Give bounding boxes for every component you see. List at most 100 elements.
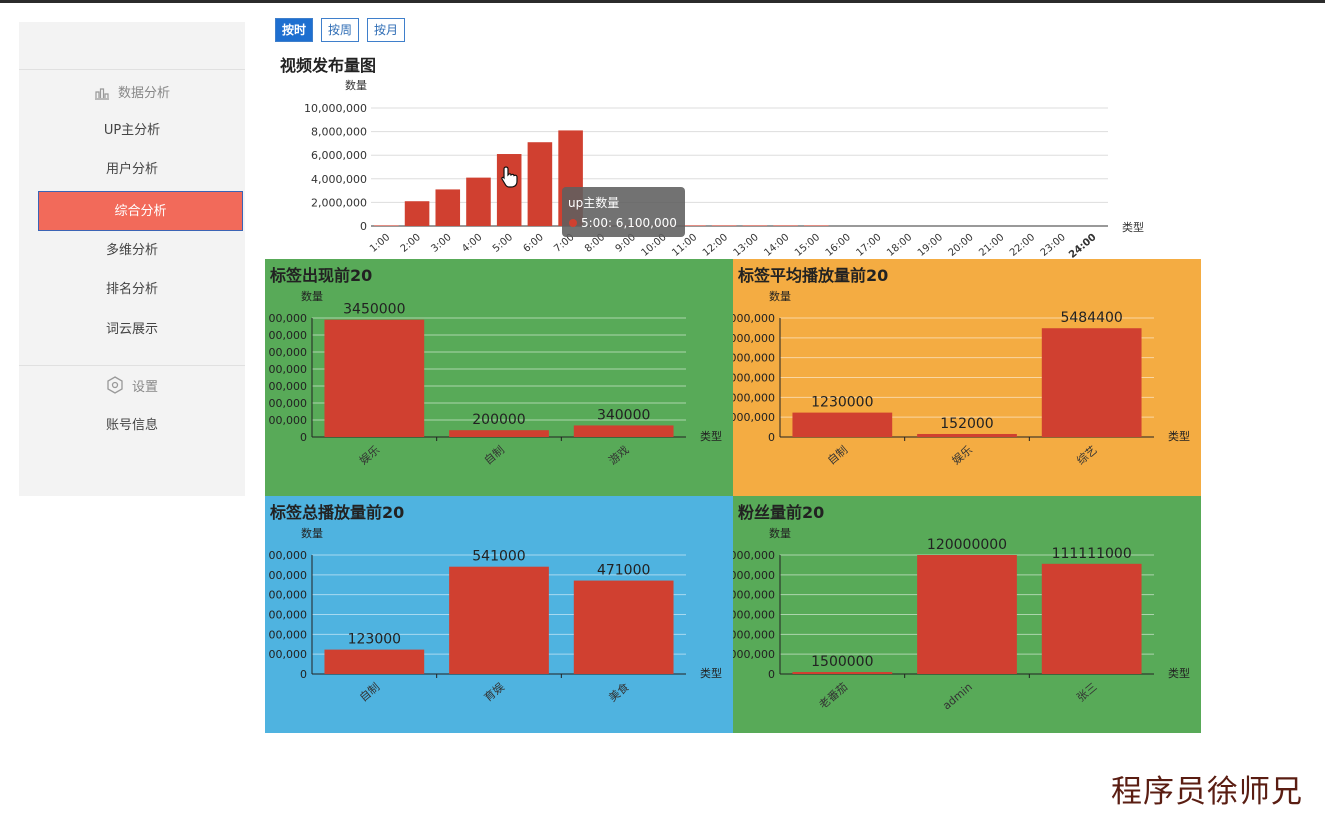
sidebar-item-wordcloud[interactable]: 词云展示 <box>105 322 158 337</box>
tooltip-title: up主数量 <box>568 195 619 210</box>
bar-自制 <box>449 430 549 437</box>
bar-value-label: 340000 <box>597 407 650 423</box>
y-tick-label: 00,000 <box>269 312 308 325</box>
x-axis-label: 类型 <box>700 429 722 443</box>
y-tick-label: 000,000 <box>733 312 775 325</box>
y-tick-label: 00,000 <box>269 397 308 410</box>
y-tick-label: 00,000 <box>269 589 308 602</box>
x-tick-label: 17:00 <box>854 232 883 259</box>
bar-value-label: 1230000 <box>811 395 873 411</box>
sidebar-item-multi-analysis[interactable]: 多维分析 <box>105 243 158 258</box>
y-tick-label: 4,000,000 <box>311 173 367 186</box>
x-axis-label: 类型 <box>1122 220 1144 234</box>
y-tick-label: 0 <box>768 668 775 681</box>
chart-icon <box>94 88 109 100</box>
bar-value-label: 3450000 <box>343 302 405 318</box>
y-tick-label: 10,000,000 <box>304 102 367 115</box>
y-axis-label: 数量 <box>301 527 323 540</box>
x-axis-label: 类型 <box>700 666 722 680</box>
x-tick-label: 23:00 <box>1039 232 1068 259</box>
bar-育娱 <box>449 566 549 674</box>
x-tick-label: 12:00 <box>701 232 730 259</box>
sidebar-item-overall-analysis[interactable]: 综合分析 <box>38 191 243 231</box>
bar-老番茄 <box>792 672 893 674</box>
y-tick-label: 00,000 <box>269 346 308 359</box>
x-tick-label: 娱乐 <box>356 443 382 468</box>
by-month-button[interactable]: 按月 <box>367 18 406 42</box>
bar-value-label: 120000000 <box>927 537 1007 553</box>
x-tick-label: 16:00 <box>824 232 853 259</box>
bar-value-label: 111111000 <box>1052 546 1132 562</box>
sidebar-group-label: 设置 <box>131 380 158 395</box>
bar-自制 <box>324 649 425 674</box>
bar-娱乐 <box>324 319 425 437</box>
main-chart-title: 视频发布量图 <box>280 56 377 75</box>
sidebar-item-account-info[interactable]: 账号信息 <box>105 418 158 433</box>
y-axis-label: 数量 <box>301 290 323 303</box>
bar-游戏 <box>573 425 674 437</box>
settings-icon <box>107 376 123 394</box>
panel-title: 粉丝量前20 <box>738 503 825 522</box>
bar-13:00 <box>742 225 768 226</box>
bar-value-label: 123000 <box>348 632 401 648</box>
bar-value-label: 541000 <box>472 549 525 565</box>
x-tick-label: 游戏 <box>606 443 631 467</box>
sidebar-item-up-analysis[interactable]: UP主分析 <box>103 123 161 138</box>
x-tick-label: 自制 <box>825 443 850 467</box>
y-tick-label: 0 <box>300 431 307 444</box>
y-tick-label: 0 <box>360 220 367 233</box>
x-tick-label: 19:00 <box>916 232 945 259</box>
y-tick-label: 00,000 <box>269 648 308 661</box>
y-tick-label: 000,000 <box>733 332 775 345</box>
x-tick-label: 3:00 <box>429 232 453 255</box>
tooltip-value: 5:00: 6,100,000 <box>581 216 677 230</box>
y-tick-label: 0 <box>300 668 307 681</box>
by-hour-button[interactable]: 按时 <box>275 18 314 42</box>
bar-4:00 <box>466 177 491 226</box>
x-tick-label: 13:00 <box>732 232 761 259</box>
sidebar-item-user-analysis[interactable]: 用户分析 <box>105 162 158 177</box>
tooltip-box <box>562 187 685 237</box>
panel-title: 标签平均播放量前20 <box>738 266 889 285</box>
y-tick-label: 000,000 <box>733 372 775 385</box>
x-tick-label: 15:00 <box>793 232 822 259</box>
sidebar-divider <box>19 365 245 366</box>
panel-bar-chart: 数量000,000000,000000,000000,000000,000000… <box>733 527 1190 712</box>
x-tick-label: 综艺 <box>1074 443 1100 468</box>
sidebar-group-settings[interactable]: 设置 <box>19 376 245 395</box>
panel-title: 标签出现前20 <box>270 266 373 285</box>
x-tick-label: 娱乐 <box>949 443 975 468</box>
x-tick-label: 自制 <box>357 680 382 704</box>
y-tick-label: 000,000 <box>733 628 775 641</box>
bar-美食 <box>573 580 674 674</box>
y-tick-label: 000,000 <box>733 549 775 562</box>
y-tick-label: 000,000 <box>733 569 775 582</box>
x-axis-label: 类型 <box>1168 429 1190 443</box>
y-tick-label: 0 <box>768 431 775 444</box>
y-tick-label: 000,000 <box>733 609 775 622</box>
y-tick-label: 000,000 <box>733 589 775 602</box>
x-tick-label: 20:00 <box>947 232 976 259</box>
y-tick-label: 000,000 <box>733 352 775 365</box>
panel-title: 标签总播放量前20 <box>270 503 405 522</box>
x-tick-label: 21:00 <box>977 232 1006 259</box>
bar-14:00 <box>773 225 798 226</box>
panel-tag-total-play: 标签总播放量前20 数量 00,000 00,000 00,000 00,000 00,0… <box>265 496 733 733</box>
sidebar-item-ranking-analysis[interactable]: 排名分析 <box>105 282 158 297</box>
bar-2:00 <box>404 201 430 226</box>
bar-张三 <box>1041 563 1142 674</box>
bar-娱乐 <box>917 433 1017 437</box>
x-axis-label: 类型 <box>1168 666 1190 680</box>
top-border <box>0 0 1325 3</box>
x-tick-label: 4:00 <box>460 232 484 255</box>
watermark: 程序员徐师兄 <box>1111 774 1303 810</box>
bar-value-label: 200000 <box>472 412 525 428</box>
sidebar-group-data-analysis[interactable]: 数据分析 <box>19 82 245 101</box>
panel-fans: 粉丝量前20 数量 000,000 000,000 000,000 000,000 000… <box>733 496 1201 733</box>
by-week-button[interactable]: 按周 <box>321 18 360 42</box>
y-tick-label: 00,000 <box>269 414 308 427</box>
bar-3:00 <box>435 189 461 226</box>
y-tick-label: 8,000,000 <box>311 126 367 139</box>
panel-bar-chart: 数量000,000000,000000,000000,000000,000000… <box>733 290 1190 468</box>
y-axis-label: 数量 <box>345 79 367 92</box>
